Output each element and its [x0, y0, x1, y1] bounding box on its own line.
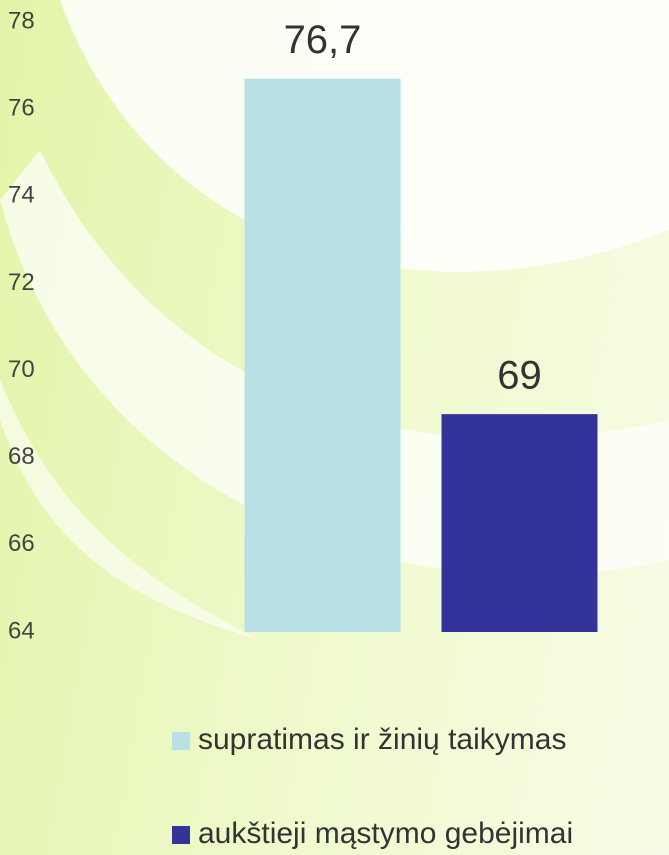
legend-swatch	[172, 826, 190, 844]
y-tick-label: 74	[8, 182, 35, 209]
y-tick-label: 64	[8, 617, 35, 644]
legend-label: aukštieji mąstymo gebėjimai	[198, 817, 573, 850]
y-tick-label: 70	[8, 356, 35, 383]
y-tick-label: 78	[8, 7, 35, 34]
y-tick-label: 72	[8, 269, 35, 296]
value-label: 76,7	[284, 18, 362, 62]
value-label: 69	[497, 354, 542, 398]
y-tick-label: 66	[8, 530, 35, 557]
legend-swatch	[172, 732, 190, 750]
legend-label: supratimas ir žinių taikymas	[198, 723, 566, 756]
y-tick-label: 68	[8, 443, 35, 470]
y-tick-label: 76	[8, 94, 35, 121]
bar	[244, 78, 401, 632]
bar	[441, 414, 598, 632]
